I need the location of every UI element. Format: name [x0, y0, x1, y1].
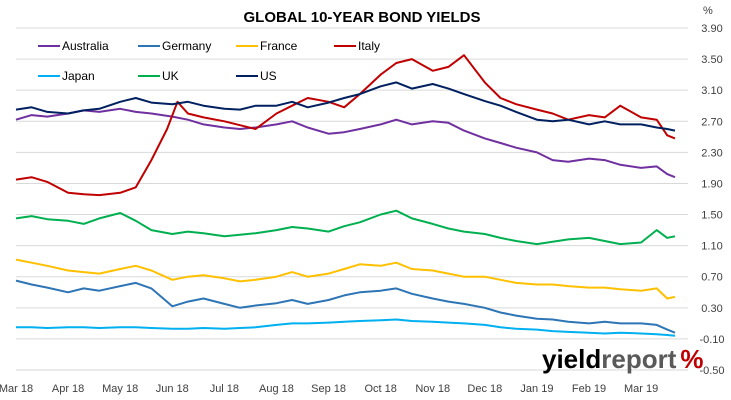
x-tick-label: Dec 18	[467, 383, 502, 395]
x-tick-label: Nov 18	[415, 383, 450, 395]
x-tick-label: Mar 19	[624, 383, 658, 395]
x-tick-label: Sep 18	[311, 383, 346, 395]
y-tick-label: -0.10	[699, 334, 724, 346]
y-tick-label: 1.10	[701, 241, 722, 253]
x-tick-label: Apr 18	[52, 383, 84, 395]
legend: Australia Germany France Italy Japan UK US	[38, 39, 380, 83]
legend-item-us: US	[236, 69, 277, 83]
brand-logo-part-report: report	[601, 344, 676, 374]
series-line-japan	[16, 318, 676, 337]
y-tick-label: 3.50	[701, 54, 722, 66]
series-line-us	[15, 81, 676, 132]
y-tick-label: 2.70	[701, 116, 722, 128]
brand-logo-part-yield: yield	[542, 344, 601, 374]
y-tick-label: 0.30	[701, 303, 722, 315]
x-tick-label: Jan 19	[520, 383, 553, 395]
legend-label: France	[260, 39, 298, 53]
y-tick-label: 1.50	[701, 210, 722, 222]
x-tick-label: Jul 18	[210, 383, 239, 395]
y-axis-unit-label: %	[703, 5, 713, 17]
y-axis-ticks: 3.90 3.50 3.10 2.70 2.30 1.90 1.50 1.10 0.70 0.30…	[699, 23, 724, 377]
series-lines	[15, 54, 676, 337]
x-tick-label: May 18	[102, 383, 138, 395]
legend-item-australia: Australia	[38, 39, 109, 53]
chart-title: GLOBAL 10-YEAR BOND YIELDS	[244, 9, 481, 26]
series-line-germany	[15, 279, 676, 334]
brand-logo: yieldreport%	[542, 344, 704, 374]
x-tick-label: Jun 18	[156, 383, 189, 395]
brand-logo-text: yieldreport%	[542, 344, 704, 374]
series-line-australia	[15, 107, 676, 179]
y-tick-label: 0.70	[701, 272, 722, 284]
gridlines	[16, 27, 688, 371]
legend-item-uk: UK	[138, 69, 179, 83]
x-tick-label: Oct 18	[364, 383, 396, 395]
legend-label: US	[260, 69, 277, 83]
brand-logo-percent-icon: %	[680, 344, 703, 374]
legend-item-italy: Italy	[334, 39, 380, 53]
y-tick-label: -0.50	[699, 365, 724, 377]
legend-label: Japan	[62, 69, 95, 83]
x-axis-ticks: Mar 18 Apr 18 May 18 Jun 18 Jul 18 Aug 18 Sep …	[0, 383, 658, 395]
legend-item-france: France	[236, 39, 298, 53]
legend-label: Australia	[62, 39, 109, 53]
legend-item-japan: Japan	[38, 69, 95, 83]
y-tick-label: 2.30	[701, 147, 722, 159]
legend-label: Italy	[358, 39, 380, 53]
x-tick-label: Feb 19	[572, 383, 606, 395]
series-line-italy	[15, 54, 676, 197]
legend-label: Germany	[162, 39, 211, 53]
series-line-france	[15, 258, 676, 300]
series-line-uk	[15, 209, 676, 246]
legend-item-germany: Germany	[138, 39, 211, 53]
x-tick-label: Mar 18	[0, 383, 33, 395]
y-tick-label: 3.90	[701, 23, 722, 35]
y-tick-label: 3.10	[701, 85, 722, 97]
x-tick-label: Aug 18	[259, 383, 294, 395]
y-tick-label: 1.90	[701, 178, 722, 190]
legend-label: UK	[162, 69, 179, 83]
